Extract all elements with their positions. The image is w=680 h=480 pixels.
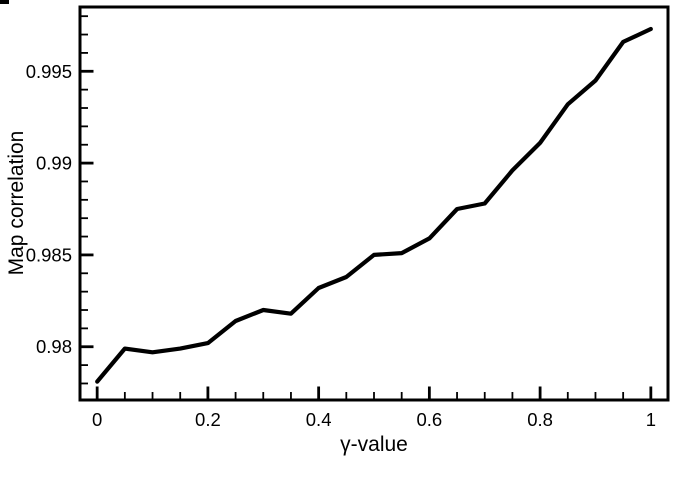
x-tick-label: 0.2: [195, 409, 221, 430]
x-tick-label: 0.8: [527, 409, 553, 430]
data-line: [95, 26, 653, 384]
x-tick-label: 0.6: [417, 409, 443, 430]
x-axis-title: γ-value: [340, 433, 408, 456]
plot-frame: [78, 5, 670, 402]
x-tick-label: 0: [92, 409, 102, 430]
x-tick-label: 1: [646, 409, 656, 430]
y-tick-label: 0.98: [36, 336, 72, 357]
y-tick-label: 0.985: [26, 244, 72, 265]
screen-corner-artifact: [0, 0, 9, 4]
y-tick-label: 0.99: [36, 153, 72, 174]
y-axis-title: Map correlation: [5, 130, 28, 276]
x-tick-label: 0.4: [306, 409, 332, 430]
y-tick-label: 0.995: [26, 61, 72, 82]
